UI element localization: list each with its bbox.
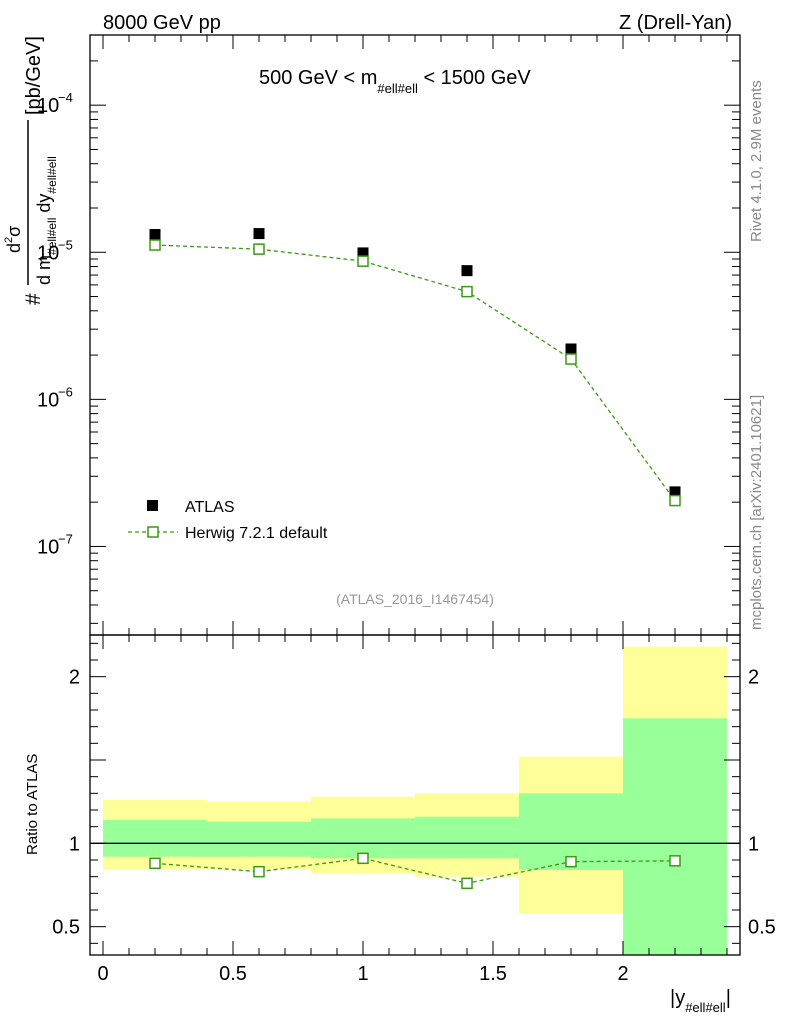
ratio-uncertainty-bands bbox=[103, 646, 727, 955]
legend-herwig-label: Herwig 7.2.1 default bbox=[185, 525, 328, 542]
collision-label: 8000 GeV pp bbox=[103, 12, 221, 34]
ratio-y-tick-label-right: 2 bbox=[748, 667, 759, 689]
main-frame bbox=[89, 34, 741, 636]
analysis-id-label: (ATLAS_2016_I1467454) bbox=[336, 591, 494, 607]
y-label-denominator: d m#ell#ell dy#ell#ell bbox=[34, 156, 59, 285]
ratio-y-axis-label: Ratio to ATLAS bbox=[24, 754, 41, 855]
herwig-point bbox=[149, 239, 161, 251]
herwig-ratio-point bbox=[461, 877, 473, 890]
main-y-tick-label: 10 bbox=[37, 242, 59, 264]
main-y-tick-label: 10 bbox=[37, 95, 59, 117]
atlas-point bbox=[669, 486, 681, 498]
main-y-tick-label: 10 bbox=[37, 536, 59, 558]
main-y-tick-label: 10 bbox=[37, 389, 59, 411]
rivet-label: Rivet 4.1.0, 2.9M events bbox=[748, 80, 765, 242]
y-label-numerator: d2σ bbox=[3, 226, 24, 253]
x-tick-label: 2 bbox=[617, 963, 628, 985]
y-label-hash: # bbox=[22, 293, 45, 305]
ratio-band-green bbox=[311, 818, 415, 859]
herwig-point bbox=[357, 255, 369, 267]
herwig-ratio-point bbox=[357, 852, 369, 865]
x-tick-label: 0.5 bbox=[219, 963, 247, 985]
process-label: Z (Drell-Yan) bbox=[619, 12, 732, 34]
ratio-band-green bbox=[103, 820, 207, 857]
x-tick-label: 1 bbox=[357, 963, 368, 985]
main-y-tick-exponent: −7 bbox=[58, 531, 73, 546]
atlas-point bbox=[461, 265, 473, 277]
mcplots-label: mcplots.cern.ch [arXiv:2401.10621] bbox=[748, 395, 765, 630]
axes: 0 0.5 1 1.5 210−710−610−510−40.5 0.51 12 2 bbox=[37, 34, 776, 985]
herwig-curve bbox=[154, 244, 676, 501]
ratio-y-tick-label-right: 1 bbox=[748, 833, 759, 855]
ratio-y-tick-label: 2 bbox=[69, 667, 80, 689]
atlas-point bbox=[565, 343, 577, 355]
atlas-point bbox=[149, 229, 161, 241]
atlas-point bbox=[357, 247, 369, 259]
main-y-tick-exponent: −6 bbox=[58, 384, 73, 399]
herwig-ratio-point bbox=[149, 857, 161, 870]
main-y-axis-label: # d2σ d m#ell#ell dy#ell#ell [pb/GeV] bbox=[3, 36, 59, 305]
legend-atlas-marker bbox=[147, 500, 158, 511]
herwig-ratio-point bbox=[565, 855, 577, 868]
ratio-y-tick-label: 0.5 bbox=[52, 917, 80, 939]
ratio-panel-marks bbox=[90, 842, 740, 890]
ratio-band-green bbox=[415, 816, 519, 859]
herwig-point bbox=[565, 353, 577, 365]
title-part-a: 500 GeV < m bbox=[259, 67, 377, 89]
ratio-y-tick-label-right: 0.5 bbox=[748, 917, 776, 939]
ratio-band-green bbox=[207, 821, 311, 857]
legend-herwig-marker bbox=[147, 526, 159, 538]
herwig-point bbox=[461, 285, 473, 298]
ratio-y-tick-label: 1 bbox=[69, 833, 80, 855]
title-subscript: #ell#ell bbox=[377, 81, 418, 96]
main-y-tick-exponent: −4 bbox=[58, 90, 73, 105]
herwig-ratio-point bbox=[669, 855, 681, 867]
mass-range-title: 500 GeV < m#ell#ell < 1500 GeV bbox=[259, 67, 531, 96]
y-label-units: [pb/GeV] bbox=[23, 36, 45, 115]
main-y-tick-exponent: −5 bbox=[58, 237, 73, 252]
herwig-point bbox=[669, 494, 681, 507]
herwig-ratio-curve bbox=[154, 857, 676, 884]
x-tick-label: 1.5 bbox=[479, 963, 507, 985]
main-panel-marks bbox=[149, 228, 681, 507]
atlas-point bbox=[253, 228, 265, 240]
legend-atlas-label: ATLAS bbox=[185, 499, 235, 516]
herwig-ratio-point bbox=[253, 865, 265, 878]
x-axis-label: |y#ell#ell| bbox=[670, 987, 731, 1015]
legend: ATLAS Herwig 7.2.1 default bbox=[128, 499, 328, 542]
x-tick-label: 0 bbox=[97, 963, 108, 985]
herwig-point bbox=[253, 243, 265, 255]
title-part-b: < 1500 GeV bbox=[418, 67, 532, 89]
ratio-band-green bbox=[623, 718, 727, 955]
